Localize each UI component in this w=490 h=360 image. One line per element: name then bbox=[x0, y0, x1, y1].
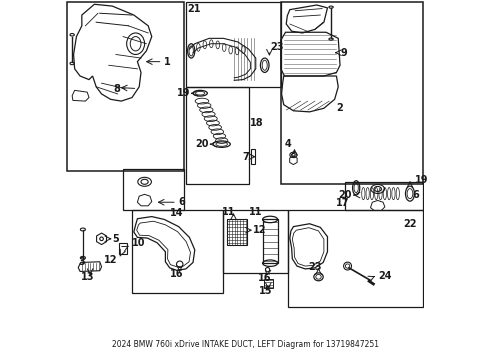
Bar bbox=[186, 87, 248, 184]
Text: 2024 BMW 760i xDrive INTAKE DUCT, LEFT Diagram for 13719847251: 2024 BMW 760i xDrive INTAKE DUCT, LEFT D… bbox=[112, 341, 378, 350]
Bar bbox=[288, 211, 422, 307]
Text: 20: 20 bbox=[196, 139, 209, 149]
Text: 6: 6 bbox=[178, 197, 185, 207]
Bar bbox=[120, 243, 126, 253]
Text: 21: 21 bbox=[188, 4, 201, 14]
Text: 6: 6 bbox=[412, 190, 419, 200]
Text: 7: 7 bbox=[243, 152, 249, 162]
Text: 4: 4 bbox=[285, 139, 292, 149]
Text: 12: 12 bbox=[253, 225, 267, 235]
Text: 2: 2 bbox=[337, 103, 343, 113]
Text: 19: 19 bbox=[416, 175, 429, 185]
Text: 10: 10 bbox=[132, 238, 146, 248]
Text: 20: 20 bbox=[339, 190, 352, 200]
Text: 13: 13 bbox=[81, 272, 95, 282]
Text: 12: 12 bbox=[104, 255, 117, 265]
Bar bbox=[186, 3, 281, 87]
Bar bbox=[132, 211, 223, 293]
Text: 9: 9 bbox=[340, 48, 347, 58]
Text: 15: 15 bbox=[259, 286, 272, 296]
Text: 23: 23 bbox=[270, 42, 284, 52]
Bar bbox=[263, 220, 278, 263]
Text: 22: 22 bbox=[404, 219, 417, 229]
Text: 16: 16 bbox=[258, 273, 271, 283]
Bar bbox=[68, 3, 184, 171]
Text: 16: 16 bbox=[170, 269, 184, 279]
Text: 8: 8 bbox=[113, 84, 120, 94]
Text: 24: 24 bbox=[378, 271, 392, 281]
Text: 1: 1 bbox=[164, 57, 171, 67]
Bar bbox=[345, 182, 422, 211]
Text: 5: 5 bbox=[112, 234, 119, 244]
Bar bbox=[251, 149, 255, 164]
Text: 18: 18 bbox=[250, 118, 264, 128]
Text: 11: 11 bbox=[222, 207, 236, 217]
Text: 17: 17 bbox=[336, 198, 349, 208]
Bar bbox=[281, 3, 422, 184]
Text: 14: 14 bbox=[170, 208, 184, 218]
Bar bbox=[264, 279, 273, 288]
Text: 23: 23 bbox=[309, 262, 322, 272]
Bar bbox=[227, 220, 247, 245]
Text: 3: 3 bbox=[78, 257, 85, 267]
Text: 11: 11 bbox=[248, 207, 262, 217]
Bar bbox=[223, 211, 288, 273]
Bar bbox=[123, 169, 184, 211]
Text: 19: 19 bbox=[176, 88, 190, 98]
